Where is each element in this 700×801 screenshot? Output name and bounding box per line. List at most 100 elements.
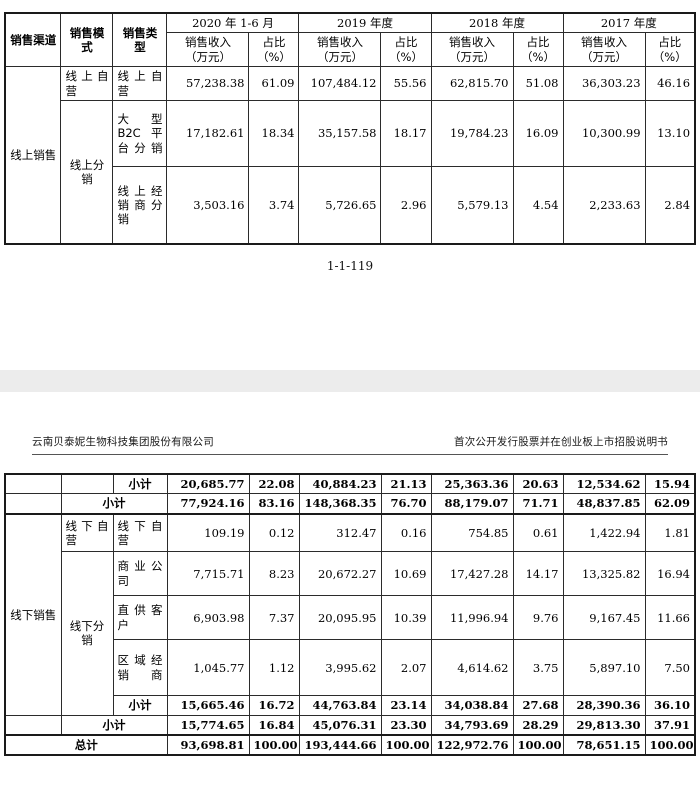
table-row: 线下销售 线下自营 线下自营 109.19 0.12 312.47 0.16 7… bbox=[4, 512, 696, 716]
cell-value: 83.16 bbox=[248, 493, 300, 515]
cell-value: 16.84 bbox=[248, 714, 300, 736]
cell-value: 9,167.45 bbox=[562, 595, 646, 641]
cell-value: 4.54 bbox=[512, 165, 564, 245]
cell-value: 2.84 bbox=[644, 165, 696, 245]
cell-value: 8.23 bbox=[248, 551, 300, 597]
table-header-row-2: 销售收入 （万元） 占比 （%） 销售收入 （万元） 占比 （%） 销售收入 （万元） 占… bbox=[5, 32, 696, 68]
cell-value: 5,726.65 bbox=[298, 165, 382, 245]
cell-value: 18.17 bbox=[380, 99, 432, 167]
cell-value: 0.16 bbox=[380, 512, 432, 553]
cell-value: 5,579.13 bbox=[430, 165, 514, 245]
cell-value: 5,897.10 bbox=[562, 639, 646, 697]
cell-value: 2.07 bbox=[380, 639, 432, 697]
cell-value: 193,444.66 bbox=[298, 733, 382, 756]
header-period-2019: 2019 年度 bbox=[298, 12, 432, 34]
cell-mode-offline-dist: 线下分销 bbox=[60, 551, 114, 716]
table-row: 线上销售 线上自营 线上自营 57,238.38 61.09 107,484.1… bbox=[4, 66, 696, 245]
cell-value: 93,698.81 bbox=[166, 733, 250, 756]
cell-value: 48,837.85 bbox=[562, 493, 646, 515]
cell-channel-online: 线上销售 bbox=[4, 66, 62, 245]
header-period-2020h1: 2020 年 1-6 月 bbox=[166, 12, 300, 34]
cell-value: 4,614.62 bbox=[430, 639, 514, 697]
cell-value: 10.69 bbox=[380, 551, 432, 597]
cell-value: 0.12 bbox=[248, 512, 300, 553]
cell-channel-blank bbox=[4, 714, 62, 736]
header-ratio-2020h1: 占比 （%） bbox=[248, 32, 300, 68]
cell-mode-offline-self: 线下自营 bbox=[60, 512, 114, 553]
header-revenue-label: 销售收入 bbox=[581, 35, 628, 50]
cell-value: 55.56 bbox=[380, 66, 432, 101]
cell-mode-online-self: 线上自营 bbox=[60, 66, 114, 101]
header-ratio-unit: （%） bbox=[652, 49, 687, 64]
header-channel: 销售渠道 bbox=[4, 12, 62, 68]
cell-value: 7.50 bbox=[644, 639, 696, 697]
table-row: 总计 93,698.81 100.00 193,444.66 100.00 12… bbox=[4, 733, 696, 756]
cell-value: 3.74 bbox=[248, 165, 300, 245]
cell-value: 20.63 bbox=[512, 473, 564, 495]
cell-type-b2c-platform: 大型B2C平台分销 bbox=[112, 99, 168, 167]
header-revenue-2018: 销售收入 （万元） bbox=[430, 32, 514, 68]
header-period-2018: 2018 年度 bbox=[430, 12, 564, 34]
table-row: 小计 15,774.65 16.84 45,076.31 23.30 34,79… bbox=[4, 714, 696, 736]
cell-value: 37.91 bbox=[644, 714, 696, 736]
cell-value: 100.00 bbox=[512, 733, 564, 756]
cell-value: 14.17 bbox=[512, 551, 564, 597]
header-revenue-2017: 销售收入 （万元） bbox=[562, 32, 646, 68]
cell-value: 2.96 bbox=[380, 165, 432, 245]
cell-type-online-dealer: 线上经销商分销 bbox=[112, 165, 168, 245]
cell-value: 34,793.69 bbox=[430, 714, 514, 736]
cell-value: 16.09 bbox=[512, 99, 564, 167]
sales-channel-table-part2: 小计 20,685.77 22.08 40,884.23 21.13 25,36… bbox=[4, 473, 696, 757]
header-ratio-unit: （%） bbox=[257, 49, 291, 64]
cell-value: 3.75 bbox=[512, 639, 564, 697]
cell-value: 6,903.98 bbox=[166, 595, 250, 641]
cell-value: 312.47 bbox=[298, 512, 382, 553]
cell-type-offline-self: 线下自营 bbox=[112, 512, 168, 553]
cell-channel-blank bbox=[4, 473, 62, 495]
cell-value: 88,179.07 bbox=[430, 493, 514, 515]
cell-subtotal-offline: 小计 bbox=[60, 714, 168, 736]
cell-type-online-self: 线上自营 bbox=[112, 66, 168, 101]
cell-type-commercial-company: 商业公司 bbox=[112, 551, 168, 597]
cell-value: 148,368.35 bbox=[298, 493, 382, 515]
cell-value: 13,325.82 bbox=[562, 551, 646, 597]
header-revenue-label: 销售收入 bbox=[184, 35, 231, 50]
cell-value: 23.14 bbox=[380, 695, 432, 716]
header-revenue-unit: （万元） bbox=[581, 49, 628, 64]
page-number: 1-1-119 bbox=[326, 259, 374, 274]
cell-value: 9.76 bbox=[512, 595, 564, 641]
cell-value: 35,157.58 bbox=[298, 99, 382, 167]
cell-value: 62,815.70 bbox=[430, 66, 514, 101]
cell-value: 1.12 bbox=[248, 639, 300, 697]
cell-type-subtotal: 小计 bbox=[112, 473, 168, 495]
cell-value: 15,774.65 bbox=[166, 714, 250, 736]
cell-value: 0.61 bbox=[512, 512, 564, 553]
cell-value: 17,427.28 bbox=[430, 551, 514, 597]
table-row: 小计 77,924.16 83.16 148,368.35 76.70 88,1… bbox=[4, 493, 696, 515]
cell-value: 1,045.77 bbox=[166, 639, 250, 697]
running-header-title: 首次公开发行股票并在创业板上市招股说明书 bbox=[454, 436, 668, 448]
cell-value: 100.00 bbox=[380, 733, 432, 756]
cell-type-direct-customer: 直供客户 bbox=[112, 595, 168, 641]
cell-value: 107,484.12 bbox=[298, 66, 382, 101]
header-revenue-unit: （万元） bbox=[316, 49, 363, 64]
table-body-part1: 线上销售 线上自营 线上自营 57,238.38 61.09 107,484.1… bbox=[4, 66, 696, 245]
table-row: 线下分销 商业公司 7,715.71 8.23 20,672.27 10.69 … bbox=[5, 551, 696, 716]
table-header-row-1: 销售渠道 销售模式 销售类型 2020 年 1-6 月 2019 年度 2018… bbox=[4, 12, 696, 68]
header-ratio-2017: 占比 （%） bbox=[644, 32, 696, 68]
cell-value: 16.72 bbox=[248, 695, 300, 716]
cell-value: 28,390.36 bbox=[562, 695, 646, 716]
header-type: 销售类型 bbox=[112, 12, 168, 68]
header-revenue-unit: （万元） bbox=[449, 49, 495, 64]
cell-value: 19,784.23 bbox=[430, 99, 514, 167]
cell-type-regional-dealer: 区域经销商 bbox=[112, 639, 168, 697]
cell-value: 62.09 bbox=[644, 493, 696, 515]
cell-type-subtotal: 小计 bbox=[112, 695, 168, 716]
cell-value: 16.94 bbox=[644, 551, 696, 597]
cell-value: 3,503.16 bbox=[166, 165, 250, 245]
header-ratio-2019: 占比 （%） bbox=[380, 32, 432, 68]
cell-value: 21.13 bbox=[380, 473, 432, 495]
cell-value: 100.00 bbox=[644, 733, 696, 756]
cell-value: 15,665.46 bbox=[166, 695, 250, 716]
sales-channel-table-part1-wrapper: 销售渠道 销售模式 销售类型 2020 年 1-6 月 2019 年度 2018… bbox=[0, 12, 700, 246]
